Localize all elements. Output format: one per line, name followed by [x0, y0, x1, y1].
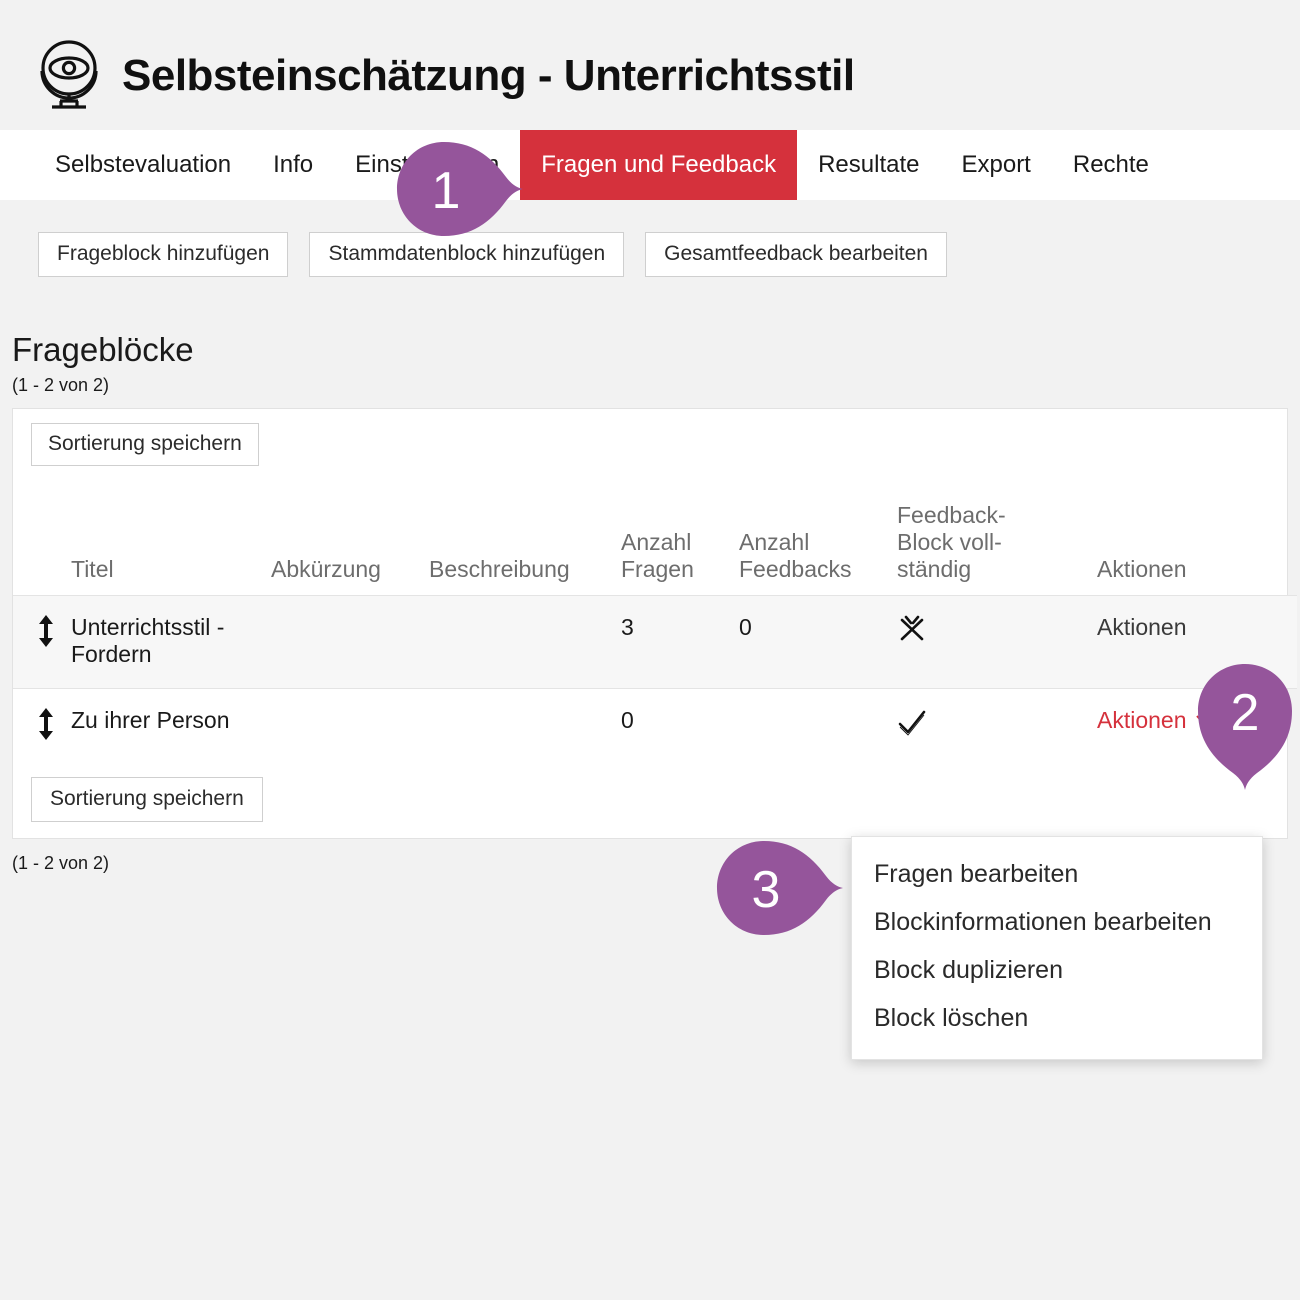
row-description [429, 687, 621, 763]
table-header-row: Titel Abkürzung Beschreibung Anzahl Frage… [13, 480, 1297, 595]
callout-number: 1 [432, 162, 461, 220]
add-masterdata-block-button[interactable]: Stammdatenblock hinzufügen [309, 232, 625, 278]
row-question-count: 0 [621, 687, 739, 763]
dropdown-item-blockinformationen-bearbeiten[interactable]: Blockinformationen bearbeiten [874, 908, 1212, 936]
row-title[interactable]: Zu ihrer Person [71, 687, 271, 763]
page-title: Selbsteinschätzung - Unterrichtsstil [122, 51, 855, 100]
row-drag-handle[interactable] [13, 687, 71, 763]
cross-icon [897, 614, 927, 644]
pagination-count-bottom: (1 - 2 von 2) [12, 852, 110, 873]
callout-marker-2: 2 [1197, 663, 1293, 791]
page-header: Selbsteinschätzung - Unterrichtsstil [0, 0, 1300, 130]
column-header-question-count[interactable]: Anzahl Fragen [621, 528, 694, 582]
dropdown-item-block-duplizieren[interactable]: Block duplizieren [874, 956, 1063, 984]
column-header-feedback-block-complete[interactable]: Feedback- Block voll-ständig [897, 501, 1006, 582]
callout-marker-3: 3 [716, 840, 844, 936]
table-row: Unterrichtsstil - Fordern 3 0 [13, 594, 1297, 689]
dropdown-item-fragen-bearbeiten[interactable]: Fragen bearbeiten [874, 860, 1079, 888]
row-question-count: 3 [621, 594, 739, 689]
add-question-block-button[interactable]: Frageblock hinzufügen [38, 232, 289, 278]
callout-marker-1: 1 [396, 141, 524, 237]
column-header-handle [13, 480, 71, 595]
sort-arrows-icon[interactable] [35, 707, 57, 741]
actions-dropdown-menu: Fragen bearbeiten Blockinformationen bea… [851, 836, 1263, 1060]
column-header-abbreviation[interactable]: Abkürzung [271, 555, 381, 582]
panel-toolbar-top: Sortierung speichern [13, 409, 1287, 480]
question-blocks-table: Titel Abkürzung Beschreibung Anzahl Frage… [13, 480, 1297, 763]
column-header-feedback-count[interactable]: Anzahl Feedbacks [739, 528, 852, 582]
row-drag-handle[interactable] [13, 594, 71, 689]
callout-number: 2 [1231, 684, 1260, 742]
row-feedback-count: 0 [739, 594, 897, 689]
column-header-actions: Aktionen [1097, 555, 1187, 582]
section-header: Frageblöcke (1 - 2 von 2) [0, 277, 1300, 396]
edit-overall-feedback-button[interactable]: Gesamtfeedback bearbeiten [645, 232, 947, 278]
eye-mirror-icon [30, 37, 108, 115]
tab-selbstevaluation[interactable]: Selbstevaluation [55, 151, 232, 178]
save-order-button-top[interactable]: Sortierung speichern [31, 423, 259, 467]
tab-export[interactable]: Export [961, 151, 1031, 178]
row-complete-status [897, 687, 1097, 763]
tab-info[interactable]: Info [273, 151, 314, 178]
tab-fragen-und-feedback[interactable]: Fragen und Feedback [520, 130, 798, 200]
tab-resultate[interactable]: Resultate [818, 151, 920, 178]
sort-arrows-icon[interactable] [35, 614, 57, 648]
panel-toolbar-bottom: Sortierung speichern [13, 763, 1287, 838]
tab-bar: Selbstevaluation Info Einstellungen Frag… [0, 130, 1300, 200]
actions-label: Aktionen [1097, 706, 1187, 733]
dropdown-item-block-loeschen[interactable]: Block löschen [874, 1004, 1029, 1032]
column-header-description[interactable]: Beschreibung [429, 555, 570, 582]
tab-rechte[interactable]: Rechte [1072, 151, 1149, 178]
row-complete-status [897, 594, 1097, 689]
block-toolbar: Frageblock hinzufügen Stammdatenblock hi… [0, 200, 1300, 278]
row-abbreviation [271, 687, 429, 763]
row-description [429, 594, 621, 689]
section-title: Frageblöcke [12, 331, 194, 369]
check-icon [897, 707, 927, 737]
question-blocks-panel: Sortierung speichern Titel Abkürzung Bes… [12, 408, 1297, 839]
save-order-button-bottom[interactable]: Sortierung speichern [31, 776, 263, 822]
row-title[interactable]: Unterrichtsstil - Fordern [71, 594, 271, 689]
table-row: Zu ihrer Person 0 Aktionen [13, 687, 1297, 763]
pagination-count-top: (1 - 2 von 2) [12, 375, 110, 396]
callout-number: 3 [752, 861, 781, 919]
row-abbreviation [271, 594, 429, 689]
row-feedback-count [739, 687, 897, 763]
column-header-title[interactable]: Titel [71, 555, 114, 582]
actions-label[interactable]: Aktionen [1097, 613, 1187, 640]
